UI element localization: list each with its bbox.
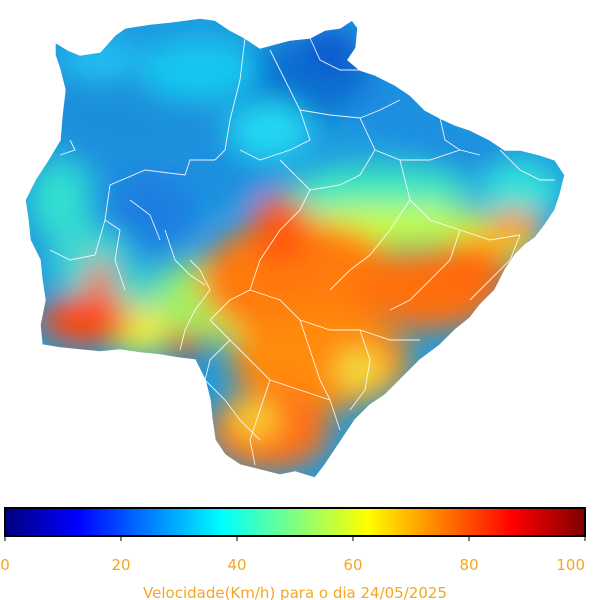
colorbar-caption: Velocidade(Km/h) para o dia 24/05/2025 <box>143 584 447 600</box>
colorbar-tick-label: 60 <box>343 556 362 574</box>
wind-speed-map-svg <box>24 17 566 479</box>
colorbar-tick-label: 80 <box>459 556 478 574</box>
field-blobs <box>30 25 560 470</box>
colorbar-tick-label: 0 <box>0 556 10 574</box>
colorbar-tick-label: 40 <box>227 556 246 574</box>
colorbar-svg: 0 20 40 60 80 100 Velocidade(Km/h) para o dia… <box>0 507 586 600</box>
colorbar-bar <box>4 507 586 537</box>
colorbar: 0 20 40 60 80 100 Velocidade(Km/h) para o dia… <box>0 500 600 600</box>
wind-speed-map <box>24 17 566 479</box>
wind-speed-field <box>25 18 565 478</box>
colorbar-ticks: 0 20 40 60 80 100 <box>0 536 586 574</box>
colorbar-tick-label: 20 <box>111 556 130 574</box>
municipal-boundaries <box>49 37 555 466</box>
colorbar-tick-label: 100 <box>556 556 585 574</box>
